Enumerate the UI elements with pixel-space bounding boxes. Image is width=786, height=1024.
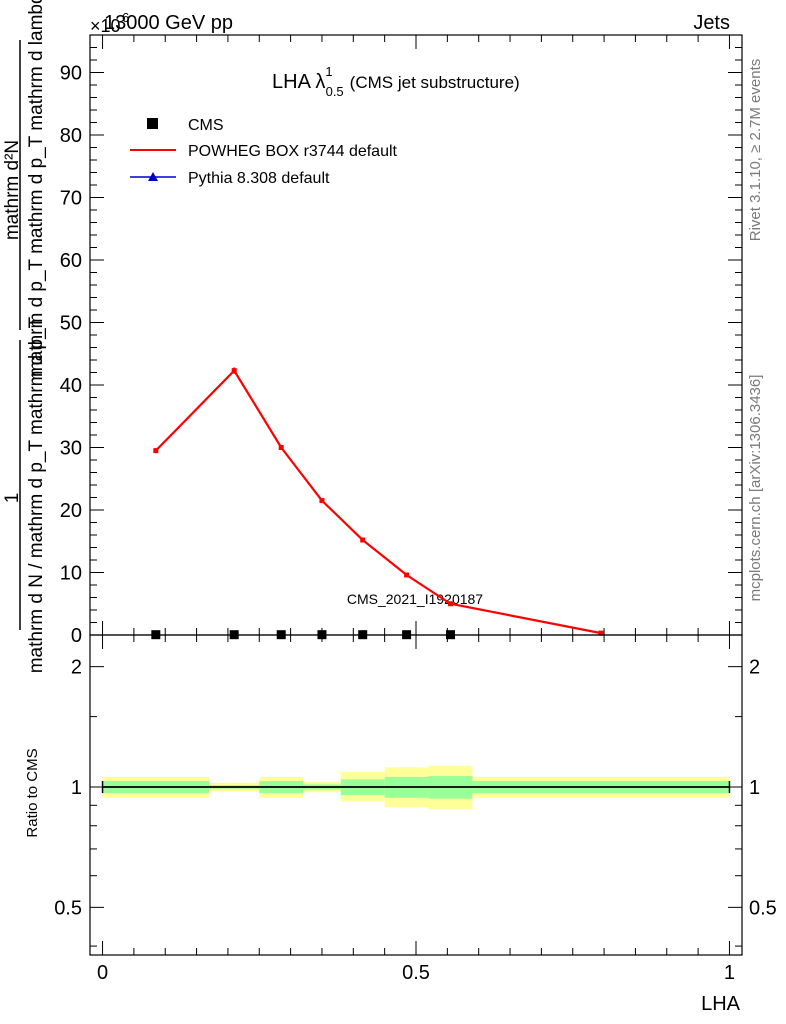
ratio-y-tick-label-right: 2 (749, 657, 760, 679)
powheg-point (598, 630, 604, 636)
y-tick-label: 30 (60, 438, 82, 460)
watermark: CMS_2021_I1920187 (347, 591, 483, 607)
x-tick-label: 0.5 (402, 962, 430, 984)
header-right: Jets (693, 12, 730, 34)
y-tick-label: 40 (60, 375, 82, 397)
legend-powheg-label: POWHEG BOX r3744 default (188, 143, 398, 160)
powheg-point (153, 448, 159, 454)
main-y-label: 1 mathrm d N / mathrm d p_T mathrm d p_T… (2, 0, 47, 673)
plot-title: LHA λ1 0.5 (CMS jet substructure) (272, 64, 520, 99)
rivet-label: Rivet 3.1.10, ≥ 2.7M events (747, 59, 764, 242)
powheg-point (360, 537, 366, 543)
ratio-y-tick-label: 0.5 (54, 897, 82, 919)
y-label-fraction: mathrm d p_T mathrm d p_T mathrm d lambd… (26, 0, 47, 377)
ratio-y-tick-label-right: 1 (749, 777, 760, 799)
legend: CMS POWHEG BOX r3744 default Pythia 8.30… (130, 117, 398, 187)
x-tick-label: 1 (724, 962, 735, 984)
y-tick-label: 20 (60, 500, 82, 522)
powheg-line (155, 368, 602, 635)
y-label-numerator: mathrm d²N (2, 140, 23, 240)
y-tick-label: 60 (60, 250, 82, 272)
powheg-point (278, 445, 284, 450)
x-tick-label: 0 (97, 962, 108, 984)
powheg-point (447, 601, 453, 607)
exponent-prefix: ×10 (90, 16, 121, 36)
powheg-point (319, 498, 325, 504)
y-label-one: 1 (2, 493, 23, 504)
ratio-axes: 0.5 0.5 1 1 2 2 0 0.5 1 (54, 635, 777, 984)
y-tick-label: 70 (60, 188, 82, 210)
legend-pythia-marker (148, 172, 158, 181)
header-left: 13000 GeV pp (104, 12, 233, 34)
powheg-point (231, 368, 237, 374)
ratio-y-label: Ratio to CMS (24, 748, 41, 837)
ratio-bands (101, 765, 731, 810)
exponent-label: 6 (122, 10, 129, 25)
ratio-y-tick-label: 1 (71, 777, 82, 799)
mcplots-label: mcplots.cern.ch [arXiv:1306.3436] (747, 375, 764, 602)
y-tick-label: 50 (60, 313, 82, 335)
powheg-point (404, 572, 410, 578)
x-axis-label: LHA (701, 993, 741, 1015)
ratio-y-tick-label-right: 0.5 (749, 897, 777, 919)
y-tick-label: 10 (60, 563, 82, 585)
y-tick-label: 90 (60, 63, 82, 85)
y-tick-label: 0 (71, 625, 82, 647)
legend-cms-label: CMS (188, 117, 224, 134)
y-label-denominator: mathrm d N / mathrm d p_T mathrm d p_T (26, 316, 47, 673)
ratio-y-tick-label: 2 (71, 657, 82, 679)
main-y-axis: 0 10 20 30 40 50 60 70 80 90 (60, 34, 742, 647)
y-tick-label: 80 (60, 125, 82, 147)
legend-cms-marker (147, 118, 158, 129)
legend-pythia-label: Pythia 8.308 default (188, 170, 330, 187)
